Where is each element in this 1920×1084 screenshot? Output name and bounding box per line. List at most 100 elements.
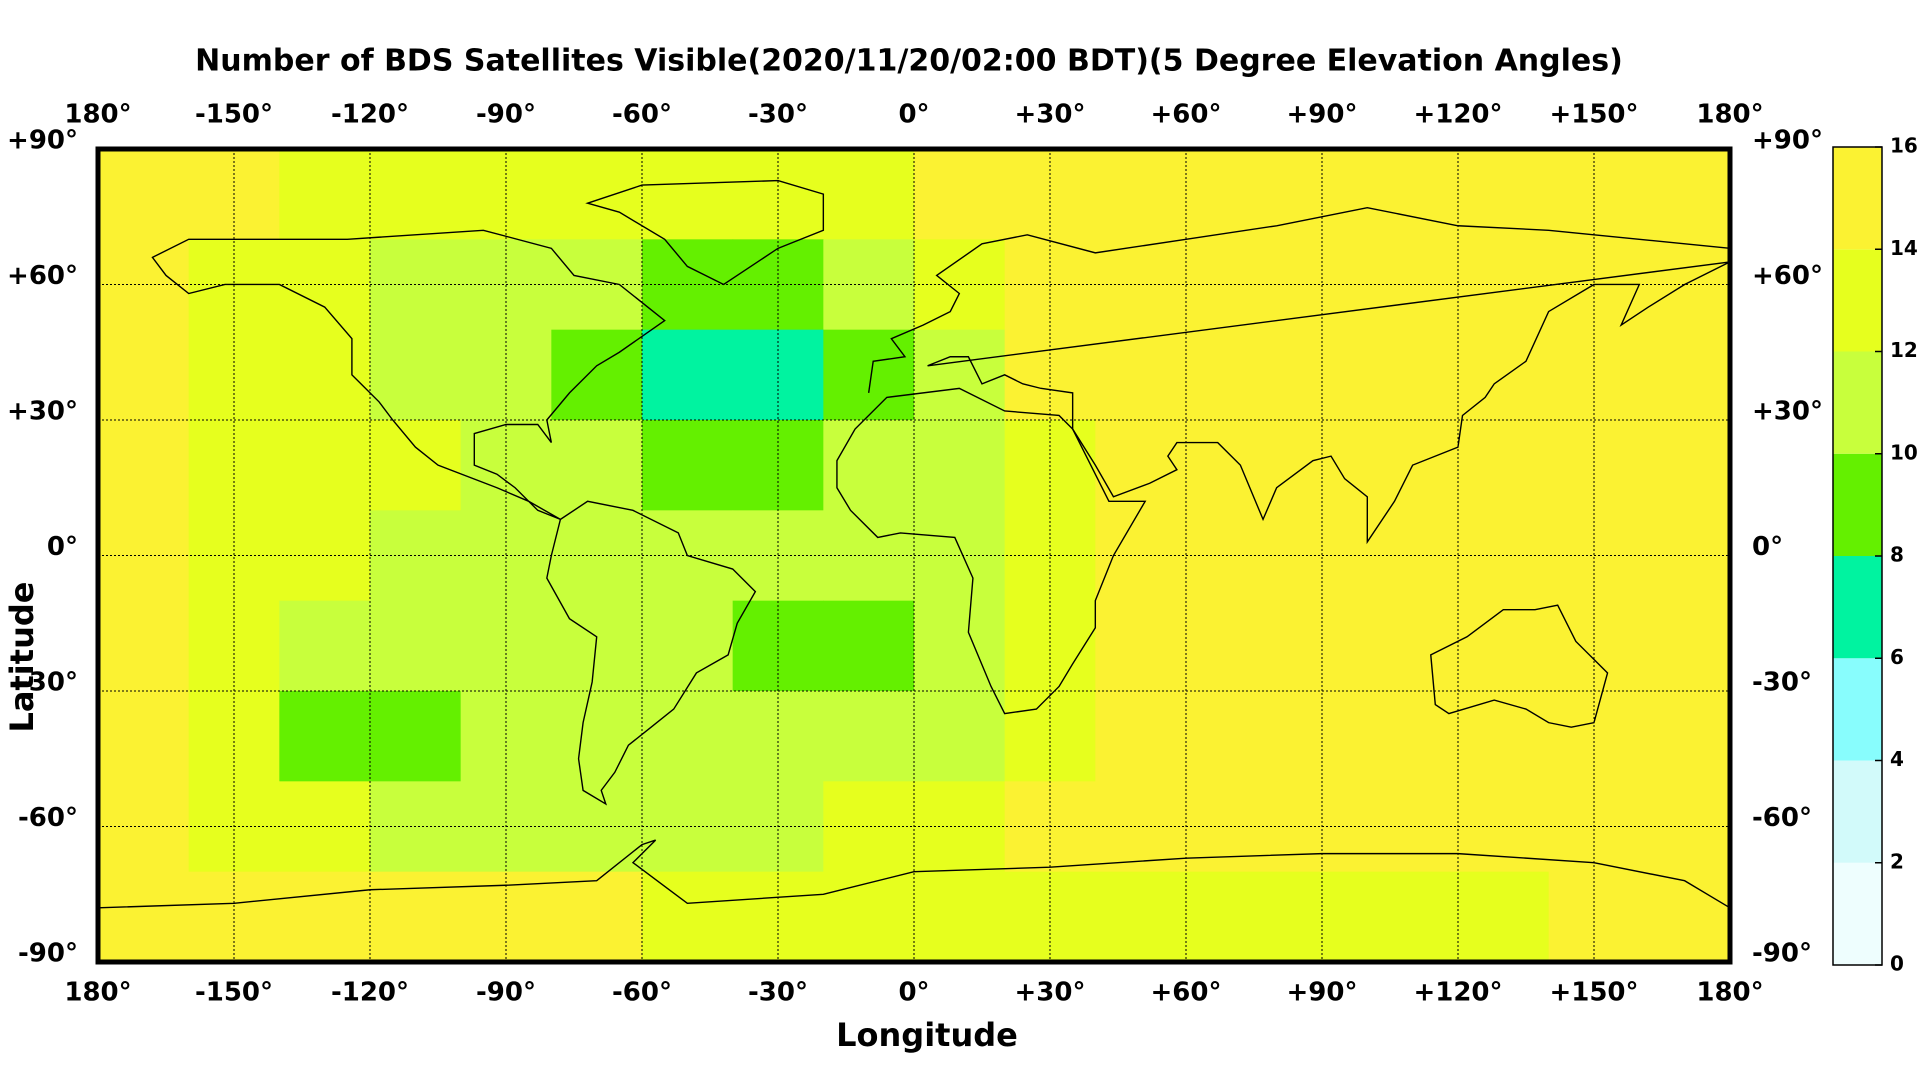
heat-cell (1186, 329, 1278, 421)
heat-cell (914, 691, 1006, 782)
heat-cell (279, 781, 371, 873)
heat-cell (98, 691, 190, 782)
heatmap (98, 149, 1731, 963)
heat-cell (1095, 691, 1187, 782)
heat-cell (279, 691, 371, 782)
heat-cell (1458, 149, 1550, 240)
x-tick-label: -90° (476, 978, 536, 1008)
colorbar-swatch (1833, 760, 1882, 863)
heat-cell (370, 329, 462, 421)
x-tick-label: +150° (1549, 978, 1638, 1008)
heat-cell (1186, 600, 1278, 692)
heat-cell (279, 600, 371, 692)
heat-cell (1095, 239, 1187, 331)
x-tick-label: -150° (195, 100, 273, 130)
heat-cell (1639, 149, 1731, 240)
y-tick-label: +60° (7, 261, 78, 291)
heat-cell (551, 239, 643, 331)
x-tick-label: 180° (64, 978, 131, 1008)
eurasia (869, 208, 1730, 542)
x-tick-label: -120° (331, 100, 409, 130)
heat-cell (823, 781, 915, 873)
colorbar-swatch (1833, 453, 1882, 556)
heat-cell (1186, 691, 1278, 782)
heat-cell (1367, 510, 1459, 602)
y-tick-label: -90° (1752, 939, 1812, 969)
colorbar-swatch (1833, 556, 1882, 659)
heat-cell (279, 329, 371, 421)
heat-cell (823, 600, 915, 692)
heat-cell (551, 329, 643, 421)
x-tick-label: 180° (64, 100, 131, 130)
colorbar-swatch (1833, 351, 1882, 454)
heat-cell (551, 420, 643, 511)
heat-cell (98, 149, 190, 240)
colorbar: 0 2 4 6 8 10 12 14 16 (1832, 134, 1918, 976)
heat-cell (551, 691, 643, 782)
heat-cell (823, 149, 915, 240)
x-tick-label: -30° (748, 100, 808, 130)
heat-cell (98, 871, 190, 963)
heat-cell (1095, 510, 1187, 602)
x-tick-label: 180° (1696, 100, 1763, 130)
colorbar-tick-label: 10 (1890, 440, 1918, 464)
x-tick-label: +90° (1287, 100, 1358, 130)
heat-cell (823, 420, 915, 511)
heat-cell (370, 149, 462, 240)
greenland (588, 181, 824, 285)
x-tick-label: -60° (612, 978, 672, 1008)
heat-cell (823, 329, 915, 421)
y-tick-label: +30° (1752, 397, 1823, 427)
plot-frame (95, 146, 1733, 965)
x-tick-label: +60° (1151, 978, 1222, 1008)
colorbar-tick-label: 4 (1890, 747, 1904, 771)
colorbar-tick-label: 16 (1890, 134, 1918, 158)
y-tick-label: +90° (1752, 126, 1823, 156)
y-tick-label: -60° (18, 803, 78, 833)
heat-cell (1367, 239, 1459, 331)
heat-cell (460, 691, 552, 782)
colorbar-swatch (1833, 862, 1882, 965)
heat-cell (1639, 781, 1731, 873)
heat-cell (1458, 329, 1550, 421)
heat-cell (914, 420, 1006, 511)
heat-cell (551, 871, 643, 963)
colorbar-swatch (1833, 147, 1882, 250)
heat-cell (1639, 691, 1731, 782)
heat-cell (642, 420, 734, 511)
heat-cell (1458, 420, 1550, 511)
heat-cell (98, 600, 190, 692)
heat-cell (279, 239, 371, 331)
heat-cell (1186, 871, 1278, 963)
y-tick-label: -90° (18, 939, 78, 969)
x-axis-label: Longitude (836, 1016, 1018, 1054)
heat-cell (823, 239, 915, 331)
chart-title: Number of BDS Satellites Visible(2020/11… (195, 44, 1623, 79)
y-tick-label: 0° (47, 532, 78, 562)
heat-cell (732, 691, 824, 782)
heat-cell (642, 871, 734, 963)
heat-cell (1458, 600, 1550, 692)
heat-cell (1367, 149, 1459, 240)
y-tick-label: +60° (1752, 261, 1823, 291)
heat-cell (188, 691, 280, 782)
x-tick-label: 0° (898, 100, 929, 130)
x-tick-label: -60° (612, 100, 672, 130)
heat-cell (1639, 420, 1731, 511)
heat-cell (1095, 420, 1187, 511)
x-tick-label: -120° (331, 978, 409, 1008)
heat-cell (279, 510, 371, 602)
y-tick-label: -30° (18, 668, 78, 698)
heat-cell (823, 510, 915, 602)
heat-cell (823, 871, 915, 963)
heat-cell (1639, 510, 1731, 602)
heat-cell (642, 600, 734, 692)
heat-cell (370, 600, 462, 692)
heat-cell (914, 329, 1006, 421)
heat-cell (1095, 149, 1187, 240)
heat-cell (551, 600, 643, 692)
colorbar-tick-label: 12 (1890, 338, 1918, 362)
heat-cell (1548, 691, 1640, 782)
heat-cell (370, 871, 462, 963)
x-tick-label: +150° (1549, 100, 1638, 130)
